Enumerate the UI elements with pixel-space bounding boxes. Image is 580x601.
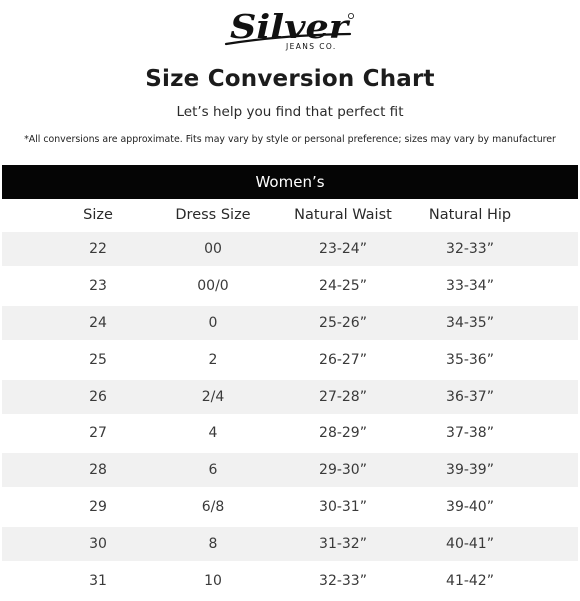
table-row: 22 00 23-24” 32-33” [2, 232, 578, 266]
table-header-row: Size Dress Size Natural Waist Natural Hi… [2, 200, 578, 230]
column-header-natural-waist: Natural Waist [294, 207, 392, 223]
cell-dress-size: 4 [208, 425, 218, 442]
cell-natural-waist: 32-33” [319, 573, 367, 590]
cell-dress-size: 2 [208, 351, 218, 368]
cell-size: 24 [89, 314, 107, 331]
cell-size: 26 [89, 388, 107, 405]
cell-natural-hip: 41-42” [446, 573, 494, 590]
size-table-body: 22 00 23-24” 32-33” 23 00/0 24-25” 33-34… [2, 232, 578, 601]
table-row: 24 0 25-26” 34-35” [2, 305, 578, 340]
cell-dress-size: 00 [204, 241, 222, 257]
cell-size: 28 [89, 462, 107, 479]
cell-natural-waist: 31-32” [319, 536, 367, 553]
cell-natural-waist: 25-26” [319, 314, 367, 331]
cell-natural-waist: 30-31” [319, 499, 367, 516]
cell-natural-hip: 36-37” [446, 388, 494, 405]
cell-natural-waist: 29-30” [319, 462, 367, 479]
column-header-dress-size: Dress Size [175, 207, 251, 223]
cell-natural-hip: 37-38” [446, 425, 494, 442]
cell-size: 23 [89, 277, 107, 294]
cell-natural-waist: 26-27” [319, 351, 367, 368]
cell-natural-hip: 35-36” [446, 351, 494, 368]
column-header-natural-hip: Natural Hip [428, 207, 512, 223]
silver-logo-icon: Silver JEANS CO. [224, 7, 355, 51]
cell-size: 25 [89, 351, 107, 368]
cell-natural-hip: 32-33” [446, 241, 494, 257]
cell-dress-size: 6/8 [201, 499, 225, 516]
table-row: 31 10 32-33” 41-42” [2, 564, 578, 599]
page-title: Size Conversion Chart [145, 66, 435, 92]
cell-size: 29 [89, 499, 107, 516]
table-row: 29 6/8 30-31” 39-40” [2, 490, 578, 525]
table-row: 25 2 26-27” 35-36” [2, 342, 578, 377]
table-row: 30 8 31-32” 40-41” [2, 527, 578, 562]
table-row: 26 2/4 27-28” 36-37” [2, 379, 578, 414]
cell-dress-size: 2/4 [201, 388, 225, 405]
cell-size: 31 [89, 573, 107, 590]
cell-natural-hip: 33-34” [446, 277, 494, 294]
cell-natural-hip: 39-40” [446, 499, 494, 516]
page-subtitle: Let’s help you find that perfect fit [176, 104, 404, 120]
column-header-size: Size [83, 207, 113, 223]
cell-natural-waist: 24-25” [319, 277, 367, 294]
cell-dress-size: 8 [208, 536, 218, 553]
table-row: 23 00/0 24-25” 33-34” [2, 268, 578, 303]
cell-natural-hip: 34-35” [446, 314, 494, 331]
cell-natural-hip: 40-41” [446, 536, 494, 553]
cell-natural-hip: 39-39” [446, 462, 494, 479]
cell-dress-size: 10 [204, 573, 222, 590]
cell-dress-size: 6 [208, 462, 218, 479]
cell-natural-waist: 27-28” [319, 388, 367, 405]
cell-dress-size: 00/0 [197, 277, 229, 294]
cell-dress-size: 0 [208, 314, 218, 331]
disclaimer-note: *All conversions are approximate. Fits m… [24, 134, 556, 145]
section-header-womens: Women’s [2, 165, 578, 199]
cell-size: 30 [89, 536, 107, 553]
cell-size: 27 [89, 425, 107, 442]
table-row: 27 4 28-29” 37-38” [2, 416, 578, 451]
brand-logo: Silver JEANS CO. [222, 4, 362, 54]
table-row: 28 6 29-30” 39-39” [2, 453, 578, 488]
cell-natural-waist: 23-24” [319, 241, 367, 257]
cell-natural-waist: 28-29” [319, 425, 367, 442]
svg-text:JEANS CO.: JEANS CO. [285, 42, 337, 51]
cell-size: 22 [89, 241, 107, 257]
